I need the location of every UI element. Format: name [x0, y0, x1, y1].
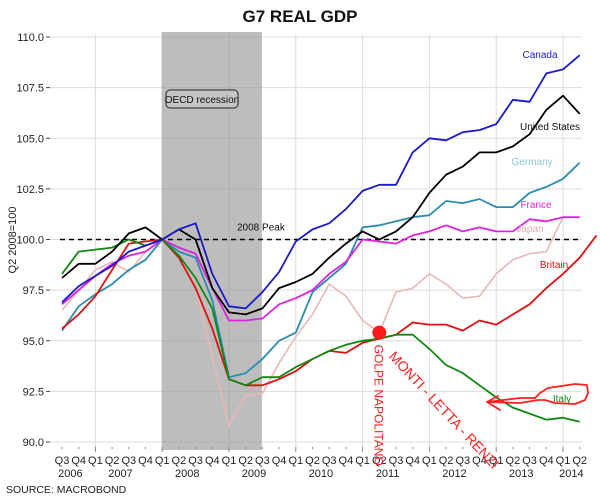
x-quarter-label: Q3	[55, 455, 70, 467]
x-quarter-label: Q1	[222, 455, 237, 467]
y-axis-label: Q2 2008=100	[7, 207, 19, 274]
y-tick-label: 92.5	[23, 386, 44, 398]
y-tick-label: 110.0	[17, 32, 44, 44]
y-tick-label: 90.0	[23, 437, 44, 449]
y-tick-label: 97.5	[23, 285, 44, 297]
series-line-germany	[61, 161, 581, 379]
y-tick-label: 105.0	[16, 133, 44, 145]
x-quarter-label: Q3	[121, 455, 136, 467]
x-quarter-label: Q2	[105, 455, 120, 467]
golpe-napolitano-label: GOLPE NAPOLITANO	[371, 345, 385, 466]
series-line-canada	[61, 54, 581, 310]
series-label-germany: Germany	[511, 157, 552, 168]
series-lines	[61, 54, 598, 427]
x-quarter-label: Q3	[255, 455, 270, 467]
x-quarter-label: Q4	[539, 455, 554, 467]
series-label-united-states: United States	[520, 122, 580, 133]
x-quarter-label: Q1	[88, 455, 103, 467]
x-year-label: 2010	[309, 468, 333, 480]
chart-title: G7 REAL GDP	[243, 7, 358, 26]
recession-label: OECD recession	[165, 95, 239, 106]
x-quarter-label: Q2	[238, 455, 253, 467]
x-quarter-label: Q2	[305, 455, 320, 467]
x-year-label: 2007	[108, 468, 132, 480]
x-quarter-label: Q3	[322, 455, 337, 467]
y-tick-label: 102.5	[16, 184, 44, 196]
x-quarter-label: Q2	[372, 455, 387, 467]
x-quarter-label: Q1	[355, 455, 370, 467]
italy-arrow-icon	[486, 383, 589, 411]
series-label-japan: Japan	[516, 224, 543, 235]
series-label-italy: Italy	[553, 394, 571, 405]
x-year-label: 2013	[509, 468, 533, 480]
x-quarter-label: Q4	[71, 455, 86, 467]
x-year-label: 2009	[242, 468, 266, 480]
x-quarter-label: Q1	[155, 455, 170, 467]
series-label-britain: Britain	[540, 260, 568, 271]
x-quarter-label: Q3	[389, 455, 404, 467]
x-quarter-label: Q4	[205, 455, 220, 467]
recession-label-box: OECD recession	[165, 89, 239, 109]
x-quarter-label: Q1	[288, 455, 303, 467]
x-quarter-label: Q4	[138, 455, 153, 467]
golpe-marker	[372, 325, 387, 340]
y-axis: 90.0 92.5 95.0 97.5 100.0 102.5 105.0 107.5 110.…	[16, 32, 50, 449]
y-tick-label: 100.0	[16, 235, 44, 247]
series-label-france: France	[520, 200, 552, 211]
x-year-label: 2014	[559, 468, 583, 480]
recession-grid	[161, 32, 262, 450]
x-quarter-label: Q1	[556, 455, 571, 467]
y-tick-label: 95.0	[23, 336, 44, 348]
x-quarter-label: Q2	[172, 455, 187, 467]
x-quarter-label: Q2	[439, 455, 454, 467]
x-quarter-label: Q2	[506, 455, 521, 467]
monti-letta-renzi-label: MONTI - LETTA - RENZI	[386, 348, 503, 471]
series-line-france	[61, 216, 580, 322]
grid	[50, 34, 582, 448]
x-quarter-label: Q3	[455, 455, 470, 467]
x-year-label: 2012	[442, 468, 466, 480]
y-tick-label: 107.5	[16, 83, 44, 95]
x-quarter-label: Q4	[405, 455, 420, 467]
x-year-label: 2006	[58, 468, 82, 480]
x-quarter-label: Q3	[188, 455, 203, 467]
series-line-united-states	[61, 94, 581, 316]
x-year-label: 2011	[376, 468, 400, 480]
x-quarter-label: Q3	[522, 455, 537, 467]
x-axis: Q3 Q4 Q1 Q2 Q3 Q4 Q1 Q2 Q3 Q4 Q1 Q2 Q3 Q4 Q1 Q2 Q3 Q4 Q1 Q2…	[55, 447, 587, 480]
source-note: SOURCE: MACROBOND	[6, 484, 127, 496]
x-quarter-label: Q2	[572, 455, 587, 467]
peak-reference-label: 2008 Peak	[237, 223, 286, 234]
series-labels: Canada United States Germany France Japan Bri…	[511, 50, 580, 405]
x-quarter-label: Q1	[489, 455, 504, 467]
x-year-label: 2008	[175, 468, 199, 480]
x-quarter-label: Q4	[472, 455, 487, 467]
x-quarter-label: Q4	[339, 455, 354, 467]
series-label-canada: Canada	[522, 50, 557, 61]
x-quarter-label: Q4	[272, 455, 287, 467]
x-quarter-label: Q1	[422, 455, 437, 467]
